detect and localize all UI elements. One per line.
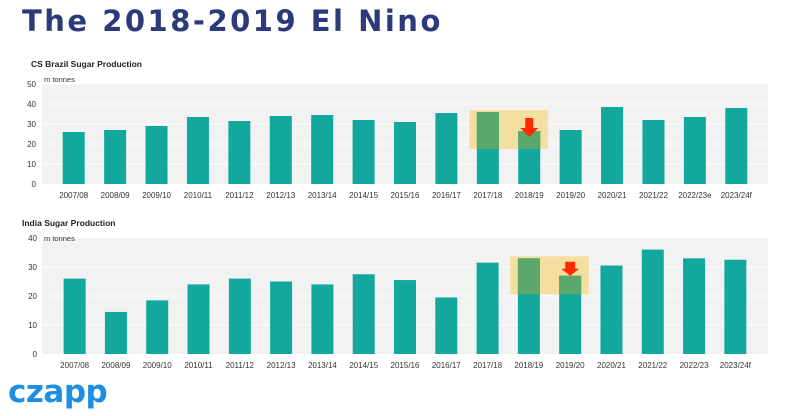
bar bbox=[435, 113, 458, 184]
x-tick-label: 2008/09 bbox=[101, 191, 130, 200]
x-tick-label: 2009/10 bbox=[142, 191, 171, 200]
x-tick-label: 2016/17 bbox=[432, 191, 461, 200]
unit-label: m tonnes bbox=[44, 75, 75, 84]
india-chart-title: India Sugar Production bbox=[22, 218, 116, 228]
bar bbox=[104, 130, 127, 184]
bar bbox=[145, 126, 168, 184]
bar bbox=[187, 284, 210, 354]
y-tick-label: 50 bbox=[27, 80, 36, 89]
y-tick-label: 30 bbox=[27, 120, 36, 129]
bar bbox=[228, 121, 251, 184]
bar bbox=[600, 265, 623, 354]
x-tick-label: 2007/08 bbox=[59, 191, 88, 200]
y-tick-label: 20 bbox=[28, 292, 37, 301]
bar bbox=[725, 108, 748, 184]
x-tick-label: 2018/19 bbox=[515, 191, 544, 200]
bar bbox=[394, 122, 416, 184]
czapp-logo: czapp bbox=[8, 374, 108, 410]
page-title: The 2018-2019 El Nino bbox=[22, 4, 443, 38]
x-tick-label: 2013/14 bbox=[308, 361, 337, 370]
x-tick-label: 2022/23e bbox=[678, 191, 712, 200]
x-tick-label: 2010/11 bbox=[184, 361, 213, 370]
unit-label: m tonnes bbox=[44, 234, 75, 243]
bar bbox=[394, 280, 416, 354]
x-tick-label: 2014/15 bbox=[349, 191, 378, 200]
down-arrow-icon bbox=[520, 118, 539, 137]
x-tick-label: 2008/09 bbox=[101, 361, 130, 370]
bar bbox=[683, 258, 706, 354]
x-tick-label: 2011/12 bbox=[225, 191, 254, 200]
x-tick-label: 2019/20 bbox=[556, 361, 585, 370]
y-tick-label: 40 bbox=[27, 100, 36, 109]
bar bbox=[186, 117, 209, 184]
bar bbox=[641, 249, 664, 354]
bar bbox=[228, 278, 251, 354]
bar-highlight-overlay bbox=[517, 258, 540, 295]
bar-highlight-overlay bbox=[518, 131, 541, 149]
bar bbox=[352, 274, 375, 354]
x-tick-label: 2013/14 bbox=[308, 191, 337, 200]
x-tick-label: 2014/15 bbox=[349, 361, 378, 370]
x-tick-label: 2023/24f bbox=[720, 361, 752, 370]
x-tick-label: 2009/10 bbox=[143, 361, 172, 370]
bar bbox=[63, 278, 86, 354]
bar bbox=[559, 275, 582, 354]
x-tick-label: 2016/17 bbox=[432, 361, 461, 370]
y-tick-label: 0 bbox=[33, 350, 38, 359]
bar bbox=[724, 259, 747, 354]
x-tick-label: 2017/18 bbox=[473, 191, 502, 200]
india-sugar-chart: 0 10 20 30 40 m tonnes 2007/08 2008/09 2009/10 20… bbox=[28, 234, 768, 370]
bar bbox=[435, 297, 458, 354]
y-tick-label: 40 bbox=[28, 234, 37, 243]
x-tick-label: 2018/19 bbox=[514, 361, 543, 370]
x-tick-label: 2011/12 bbox=[226, 361, 255, 370]
x-tick-label: 2023/24f bbox=[721, 191, 753, 200]
bar bbox=[311, 284, 334, 354]
bar bbox=[601, 107, 624, 184]
x-tick-label: 2012/13 bbox=[266, 191, 295, 200]
bar bbox=[683, 117, 706, 184]
x-tick-label: 2021/22 bbox=[638, 361, 667, 370]
bar bbox=[559, 130, 582, 184]
brazil-sugar-chart: 0 10 20 30 40 50 m tonnes 2007/08 2008/09 2009/10… bbox=[27, 75, 768, 200]
x-tick-label: 2015/16 bbox=[391, 361, 420, 370]
bar bbox=[146, 300, 169, 354]
y-tick-label: 30 bbox=[28, 263, 37, 272]
y-tick-label: 20 bbox=[27, 140, 36, 149]
bar bbox=[352, 120, 375, 184]
x-tick-label: 2019/20 bbox=[556, 191, 585, 200]
x-tick-label: 2022/23 bbox=[680, 361, 709, 370]
bar-highlight-overlay bbox=[476, 112, 499, 149]
bar bbox=[642, 120, 665, 184]
down-arrow-icon bbox=[561, 261, 580, 276]
bar bbox=[311, 115, 334, 184]
brazil-chart-title: CS Brazil Sugar Production bbox=[31, 59, 142, 69]
y-tick-label: 10 bbox=[28, 321, 37, 330]
bar bbox=[270, 281, 293, 354]
bar bbox=[476, 262, 499, 354]
x-tick-label: 2021/22 bbox=[639, 191, 668, 200]
bar bbox=[104, 311, 127, 354]
y-tick-label: 0 bbox=[32, 180, 37, 189]
y-tick-label: 10 bbox=[27, 160, 36, 169]
bar bbox=[62, 132, 85, 184]
x-tick-label: 2012/13 bbox=[267, 361, 296, 370]
x-tick-label: 2017/18 bbox=[473, 361, 502, 370]
bar bbox=[269, 116, 292, 184]
x-tick-label: 2015/16 bbox=[391, 191, 420, 200]
x-tick-label: 2020/21 bbox=[598, 191, 627, 200]
x-tick-label: 2007/08 bbox=[60, 361, 89, 370]
x-tick-label: 2010/11 bbox=[184, 191, 213, 200]
x-tick-label: 2020/21 bbox=[597, 361, 626, 370]
bar-highlight-overlay bbox=[559, 275, 582, 295]
